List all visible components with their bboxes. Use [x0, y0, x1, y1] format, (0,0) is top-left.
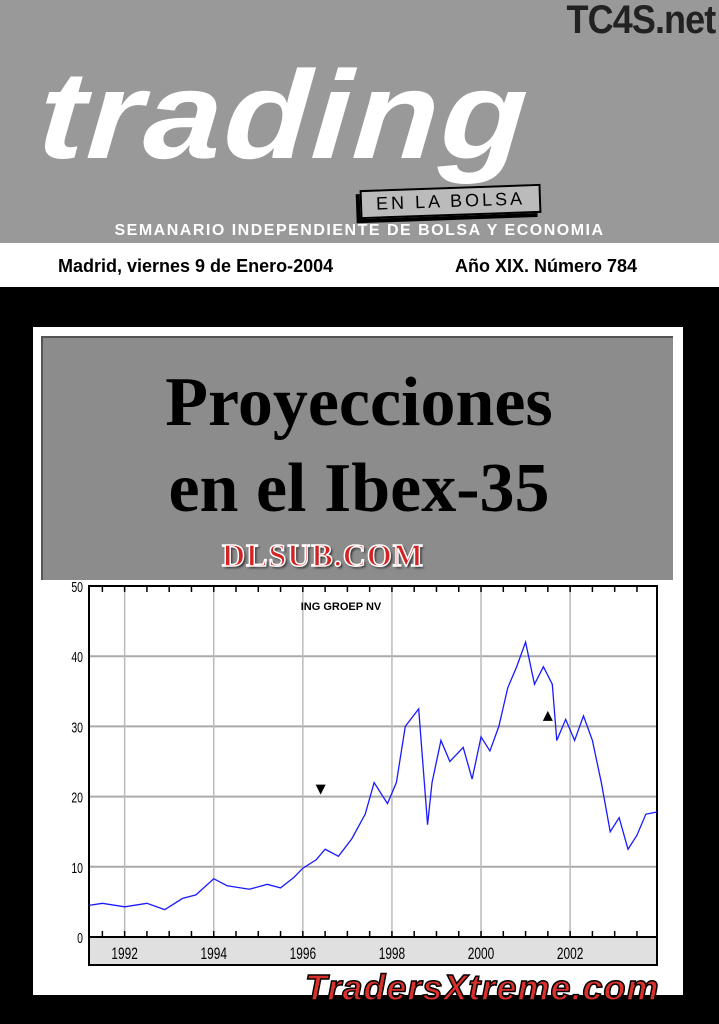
issue-date: Madrid, viernes 9 de Enero-2004	[58, 256, 334, 276]
y-tick-label: 40	[71, 648, 83, 665]
headline-line2: en el Ibex-35	[168, 450, 550, 527]
chart-title: ING GROEP NV	[301, 601, 382, 613]
y-tick-label: 20	[71, 789, 83, 806]
x-tick-label: 1992	[111, 945, 137, 964]
x-tick-label: 1994	[201, 945, 227, 964]
headline-line1: Proyecciones	[165, 364, 553, 441]
y-tick-label: 30	[71, 718, 83, 735]
watermark-top: TC4S.net	[566, 0, 716, 42]
masthead: TC4S.net trading EN LA BOLSA SEMANARIO I…	[0, 0, 719, 243]
issue-number: Año XIX. Número 784	[455, 256, 638, 276]
x-tick-label: 2002	[557, 945, 583, 964]
masthead-subtitle: SEMANARIO INDEPENDIENTE DE BOLSA Y ECONO…	[114, 222, 605, 239]
headline: Proyecciones en el Ibex-35	[43, 360, 675, 532]
issue-band	[0, 243, 719, 287]
watermark-bottom: TradersXtreme.com	[304, 967, 660, 1008]
price-chart: ING GROEP NV 0 10 20 30 40 50 1992 1994 1996 1998…	[41, 580, 673, 985]
y-tick-label: 50	[71, 580, 83, 595]
y-tick-label: 0	[77, 929, 83, 946]
x-tick-label: 2000	[468, 945, 494, 964]
x-tick-label: 1998	[379, 945, 405, 964]
y-tick-label: 10	[71, 859, 83, 876]
up-triangle-marker	[542, 710, 553, 721]
price-series-line	[88, 639, 658, 911]
watermark-middle: DLSUB.COM	[221, 537, 424, 574]
masthead-logo: trading	[34, 46, 535, 185]
masthead-tagline: EN LA BOLSA	[359, 183, 542, 219]
headline-box: Proyecciones en el Ibex-35	[41, 336, 673, 580]
x-tick-label: 1996	[290, 945, 316, 964]
date-axis-band	[88, 936, 658, 966]
down-triangle-marker	[315, 784, 326, 795]
